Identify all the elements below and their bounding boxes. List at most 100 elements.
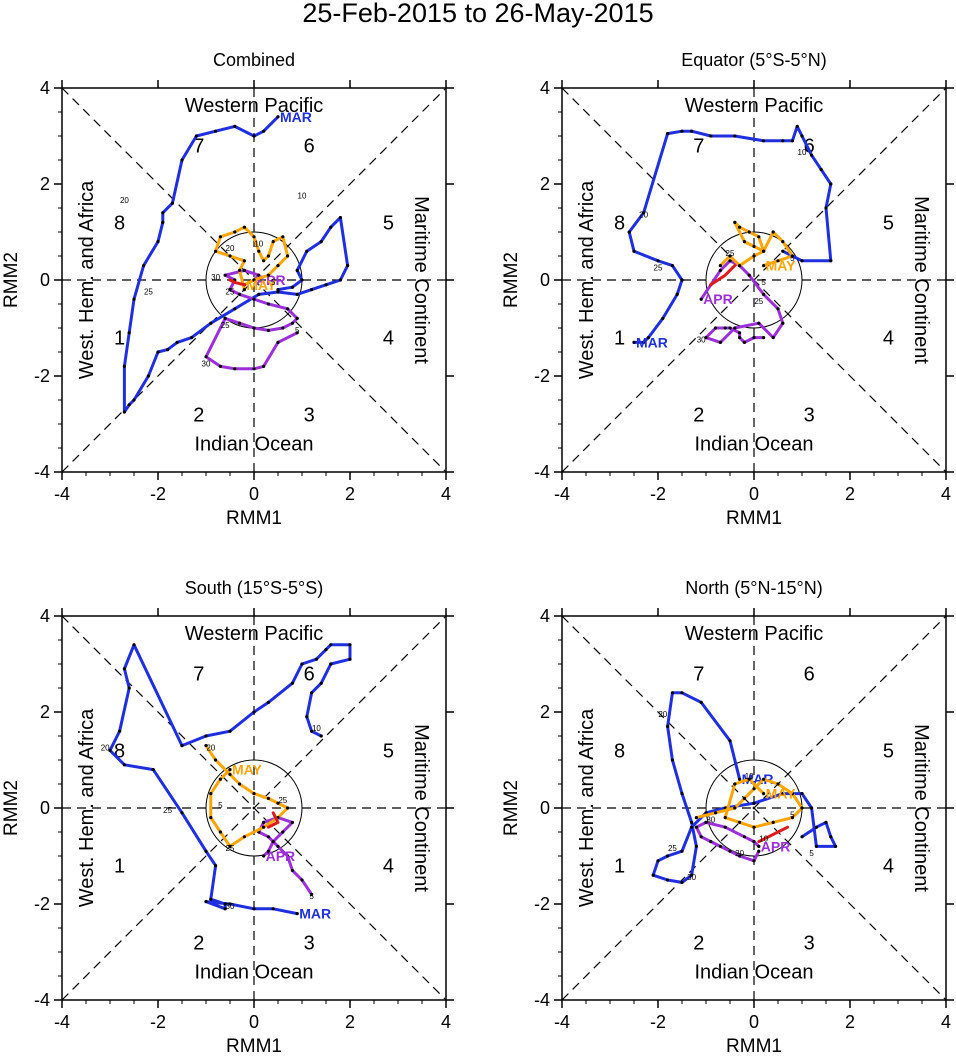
day-point (127, 686, 131, 690)
day-point (762, 139, 766, 143)
day-point (666, 854, 670, 858)
day-point (252, 792, 256, 796)
day-point (814, 844, 819, 849)
y-tick-label: 2 (540, 174, 550, 194)
y-tick-label: 0 (40, 270, 50, 290)
day-point (738, 854, 742, 858)
day-point (699, 297, 703, 301)
day-point (276, 115, 280, 119)
panel-title: South (15°S-5°S) (185, 578, 323, 598)
day-point (300, 878, 304, 882)
phase-label-2: 2 (693, 404, 704, 426)
day-point (738, 331, 742, 335)
day-point (757, 844, 761, 849)
x-tick-label: -4 (554, 484, 570, 504)
day-point (738, 225, 742, 229)
day-point (151, 768, 155, 772)
month-label-apr: APR (761, 838, 791, 854)
region-label-bottom: Indian Ocean (195, 961, 314, 983)
day-point (704, 820, 708, 825)
day-point (276, 264, 280, 268)
day-point (257, 292, 261, 296)
day-point (252, 297, 256, 301)
day-point (204, 355, 208, 359)
day-point (680, 278, 684, 282)
day-point (747, 273, 751, 277)
day-point (295, 331, 299, 335)
day-point (262, 259, 266, 263)
day-point (122, 667, 126, 671)
day-point (694, 816, 699, 820)
day-point (346, 264, 350, 268)
day-point (348, 643, 352, 647)
phase-label-8: 8 (114, 212, 125, 234)
day-point (800, 259, 804, 263)
day-point (338, 216, 342, 220)
phase-label-2: 2 (193, 404, 204, 426)
series-apr-line (694, 820, 761, 863)
day-point (218, 830, 222, 834)
day-point (156, 350, 160, 354)
day-point (228, 729, 232, 733)
day-point (214, 129, 218, 133)
x-tick-label: -4 (54, 1012, 70, 1032)
day-mark-label: 25 (726, 249, 735, 258)
day-point (252, 710, 256, 714)
month-label-may: MAY (766, 786, 796, 802)
day-point (762, 249, 766, 253)
day-point (233, 230, 237, 234)
day-mark-label: 30 (226, 902, 235, 911)
x-tick-label: 2 (845, 1012, 855, 1032)
day-point (329, 225, 333, 229)
x-tick-label: 0 (249, 484, 259, 504)
panel-1: Combined Western Pacific Indian Ocean West.… (1, 50, 454, 529)
day-point (276, 801, 280, 805)
day-point (228, 844, 232, 849)
day-mark-label: 25 (226, 287, 235, 296)
day-point (218, 364, 222, 368)
day-point (242, 288, 246, 292)
day-point (118, 729, 122, 733)
day-point (266, 273, 270, 277)
day-point (714, 811, 718, 815)
day-point (266, 700, 270, 705)
day-point (156, 240, 160, 244)
day-point (252, 278, 256, 282)
phase-label-7: 7 (693, 664, 704, 686)
day-point (132, 398, 136, 402)
y-axis-label: RMM2 (1, 252, 22, 308)
day-mark-label: 10 (759, 835, 768, 844)
day-point (127, 331, 131, 335)
day-point (314, 657, 318, 661)
day-point (338, 278, 342, 282)
x-tick-label: -2 (150, 1012, 166, 1032)
day-point (190, 336, 194, 340)
day-point (680, 129, 684, 133)
day-point (209, 816, 213, 820)
day-point (752, 244, 756, 248)
day-point (271, 240, 275, 244)
day-point (271, 907, 275, 911)
phase-label-5: 5 (383, 740, 394, 762)
diagonal-line (561, 615, 947, 1001)
region-label-bottom: Indian Ocean (195, 433, 314, 455)
day-point (781, 792, 785, 796)
x-tick-label: -2 (150, 484, 166, 504)
day-point (286, 806, 290, 810)
day-point (290, 321, 294, 325)
day-point (233, 367, 237, 371)
day-point (233, 307, 237, 311)
day-point (122, 364, 126, 368)
region-label-right: Maritime Continent (910, 724, 932, 892)
x-axis-label: RMM1 (226, 1036, 282, 1057)
month-label-may: MAY (232, 762, 262, 778)
day-point (319, 240, 323, 244)
day-point (276, 340, 280, 344)
day-mark-label: 5 (761, 278, 766, 287)
x-axis-label: RMM1 (226, 508, 282, 529)
day-mark-label: 5 (790, 254, 795, 263)
phase-label-6: 6 (304, 136, 315, 158)
region-label-right: Maritime Continent (910, 196, 932, 364)
series-late-line (757, 825, 790, 844)
y-tick-label: -2 (34, 894, 50, 914)
